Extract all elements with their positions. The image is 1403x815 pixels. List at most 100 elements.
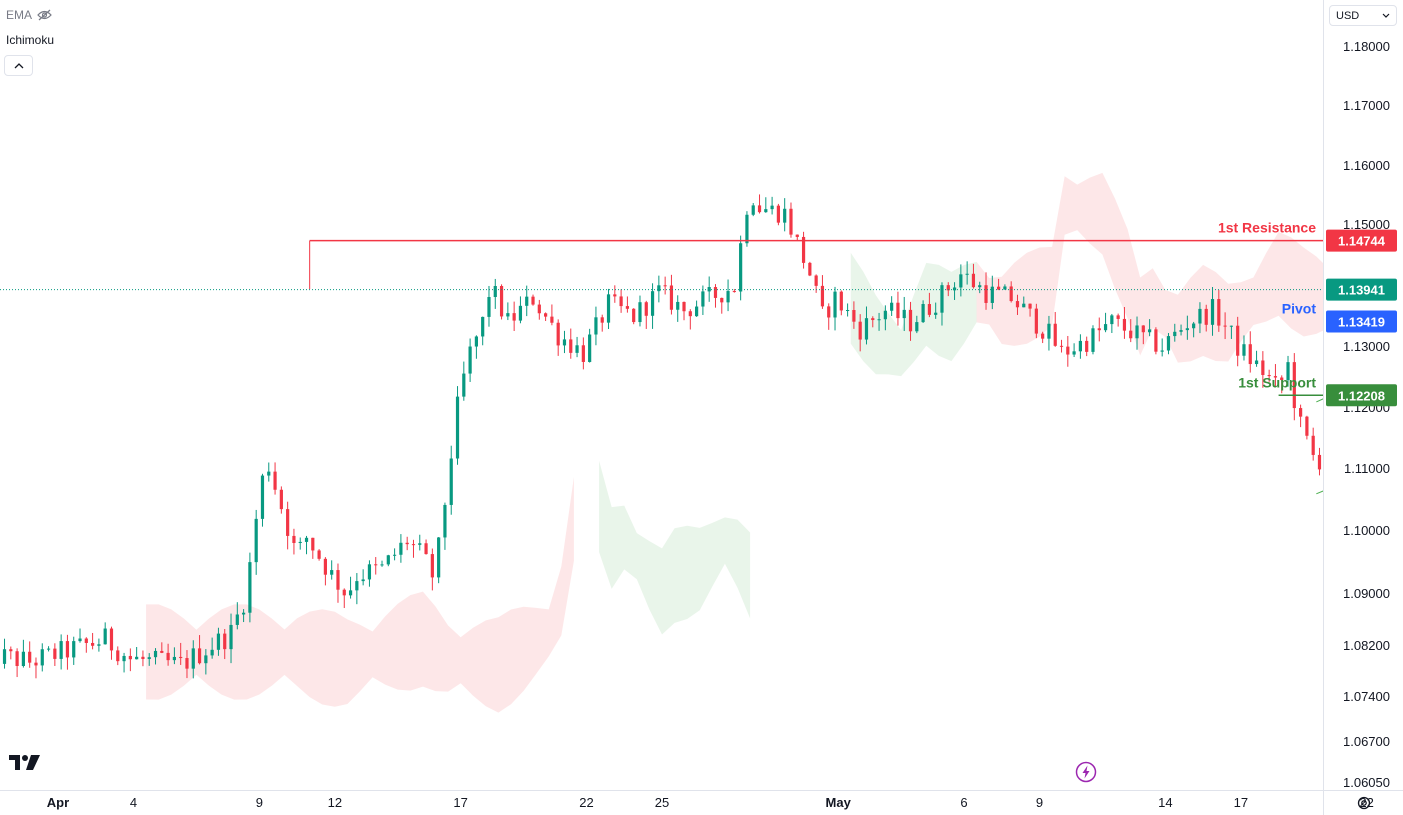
- candle: [53, 643, 57, 666]
- candle: [902, 296, 906, 332]
- candle-body: [248, 562, 252, 613]
- candle-body: [1254, 360, 1259, 365]
- candle-body: [852, 310, 856, 322]
- candle: [1003, 284, 1007, 290]
- candle-body: [946, 285, 950, 291]
- time-tick-label: 9: [1036, 795, 1043, 810]
- currency-select[interactable]: USD: [1329, 5, 1397, 26]
- candle: [15, 648, 19, 678]
- tradingview-logo-icon[interactable]: [8, 752, 42, 774]
- lightning-icon[interactable]: [1075, 761, 1097, 783]
- candle-body: [97, 644, 101, 646]
- candle: [455, 386, 460, 465]
- candle: [619, 289, 623, 313]
- candle-body: [581, 345, 585, 362]
- candle: [695, 300, 699, 317]
- candle-body: [1072, 351, 1076, 355]
- candle: [1217, 290, 1221, 332]
- candle: [216, 627, 221, 656]
- chevron-down-icon: [1382, 13, 1390, 18]
- candle: [1066, 335, 1070, 367]
- gear-icon[interactable]: [1356, 795, 1372, 811]
- candle-body: [512, 313, 516, 321]
- candle: [1085, 336, 1089, 357]
- candle: [1122, 307, 1127, 339]
- candle: [1192, 321, 1196, 338]
- candle: [588, 328, 592, 363]
- candle: [978, 281, 982, 294]
- candle: [1299, 404, 1303, 428]
- candle-body: [908, 309, 913, 332]
- candle-body: [619, 296, 623, 307]
- candle: [883, 305, 887, 331]
- candle: [348, 576, 353, 599]
- candle-body: [827, 306, 831, 318]
- candle-body: [1400, 383, 1403, 399]
- candle: [908, 301, 913, 341]
- candle: [449, 445, 453, 515]
- candle-body: [896, 302, 900, 319]
- candle-body: [1292, 362, 1296, 409]
- 1st-resistance-label: 1st Resistance: [1218, 220, 1316, 236]
- candle: [569, 328, 573, 359]
- candle-body: [883, 310, 887, 320]
- candle: [1223, 312, 1227, 340]
- candle: [921, 300, 925, 323]
- price-tick-label: 1.07400: [1343, 689, 1390, 704]
- candle: [1210, 287, 1215, 336]
- candle: [927, 292, 931, 318]
- candle-body: [1066, 346, 1070, 355]
- candle-body: [393, 554, 397, 556]
- candle-body: [229, 624, 233, 650]
- candle-body: [606, 294, 611, 323]
- candle-body: [518, 305, 523, 321]
- candle: [1034, 303, 1038, 339]
- candle: [286, 501, 290, 550]
- candle: [1292, 353, 1296, 421]
- ema-indicator-legend[interactable]: EMA: [6, 8, 52, 22]
- candle-body: [2, 649, 7, 664]
- candle: [1160, 338, 1164, 357]
- time-tick-label: May: [826, 795, 852, 810]
- candle-body: [355, 581, 359, 591]
- candle-body: [1198, 308, 1202, 324]
- candle-body: [575, 345, 579, 353]
- candle: [783, 198, 787, 232]
- candle-body: [971, 273, 976, 288]
- candle: [204, 649, 208, 675]
- candle: [462, 361, 466, 401]
- eye-off-icon[interactable]: [37, 9, 52, 21]
- candle-body: [34, 662, 38, 666]
- candle: [789, 202, 793, 238]
- pivot-badge-label: 1.13419: [1338, 314, 1385, 329]
- candle-body: [1135, 325, 1139, 339]
- candle: [367, 560, 372, 587]
- candle-body: [952, 287, 957, 291]
- candle-body: [1305, 416, 1309, 436]
- currency-label: USD: [1336, 9, 1360, 22]
- candle: [820, 275, 825, 309]
- candle-body: [726, 291, 730, 303]
- 1st-support-badge: [1326, 384, 1397, 407]
- collapse-legend-button[interactable]: [4, 55, 33, 76]
- ichimoku-cloud-bearish-1: [976, 172, 1323, 363]
- candle-body: [304, 537, 309, 542]
- candle: [764, 197, 768, 213]
- candle-body: [997, 286, 1001, 290]
- candle-body: [1103, 324, 1108, 331]
- 1st-resistance-badge-label: 1.14744: [1338, 234, 1386, 249]
- candle: [78, 628, 82, 643]
- candle-body: [109, 628, 114, 651]
- candle: [556, 319, 560, 356]
- candle: [1173, 323, 1177, 342]
- candle-body: [179, 656, 183, 659]
- candle-body: [890, 302, 894, 311]
- candle: [1330, 455, 1333, 475]
- ichimoku-indicator-label[interactable]: Ichimoku: [6, 33, 55, 47]
- candle-body: [588, 334, 592, 362]
- candle: [1229, 325, 1233, 339]
- candle-body: [839, 291, 843, 311]
- candle: [732, 289, 736, 293]
- candle: [2, 638, 7, 669]
